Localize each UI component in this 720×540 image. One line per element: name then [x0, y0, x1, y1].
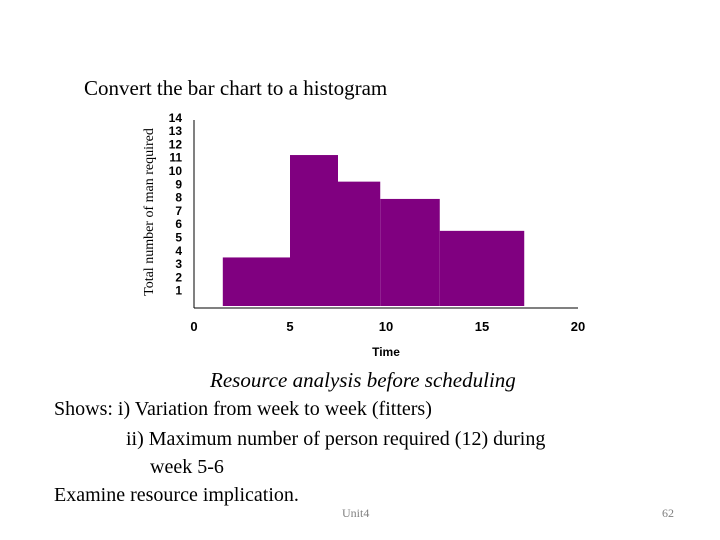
y-tick-label: 9: [175, 177, 182, 191]
y-tick-label: 3: [175, 257, 182, 271]
x-axis-title: Time: [372, 345, 400, 359]
x-tick-labels: 0 5 10 15 20: [190, 319, 585, 334]
y-tick-label: 2: [175, 270, 182, 284]
y-tick-label: 7: [175, 204, 182, 218]
y-tick-label: 12: [169, 137, 183, 151]
x-tick-label: 10: [379, 319, 393, 334]
bars-group: [222, 155, 525, 306]
x-tick-label: 20: [571, 319, 585, 334]
y-axis-title: Total number of man required: [142, 128, 157, 296]
y-tick-label: 10: [169, 164, 183, 178]
histogram-bar-2: [290, 155, 338, 306]
y-tick-label: 8: [175, 191, 182, 205]
x-tick-label: 15: [475, 319, 489, 334]
histogram-bar-5: [439, 230, 525, 306]
slide-title: Convert the bar chart to a histogram: [84, 76, 388, 100]
y-tick-label: 5: [175, 231, 182, 245]
histogram-bar-4: [380, 198, 440, 306]
chart-caption: Resource analysis before scheduling: [210, 368, 516, 392]
footer-unit: Unit4: [342, 506, 370, 520]
histogram-bar-1: [222, 257, 290, 306]
body-line-3: week 5-6: [150, 456, 224, 478]
histogram-bar-3: [338, 181, 381, 306]
y-tick-label: 6: [175, 217, 182, 231]
y-tick-label: 1: [175, 284, 182, 298]
y-tick-label: 13: [169, 124, 183, 138]
body-line-1: Shows: i) Variation from week to week (f…: [54, 398, 432, 420]
x-tick-label: 5: [286, 319, 293, 334]
y-tick-label: 11: [169, 151, 182, 165]
x-tick-label: 0: [190, 319, 197, 334]
footer-page-number: 62: [662, 506, 674, 520]
y-tick-label: 4: [175, 244, 182, 258]
body-line-4: Examine resource implication.: [54, 484, 299, 506]
y-tick-label: 14: [169, 111, 183, 125]
body-line-2: ii) Maximum number of person required (1…: [126, 428, 546, 450]
